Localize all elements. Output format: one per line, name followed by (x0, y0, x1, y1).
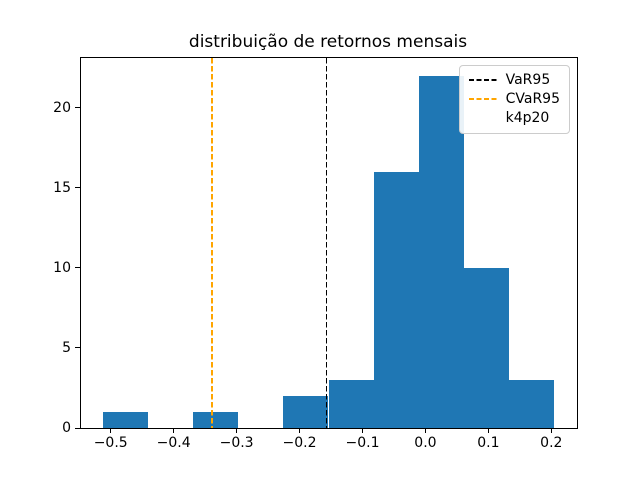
chart-title: distribuição de retornos mensais (188, 32, 468, 52)
x-tick-mark (236, 428, 238, 433)
y-tick-label: 15 (53, 179, 71, 196)
legend-entry: CVaR95 (468, 90, 560, 109)
y-tick-mark (75, 347, 80, 349)
histogram-bar (508, 379, 554, 428)
y-tick-label: 0 (62, 420, 71, 436)
legend-label: k4p20 (505, 110, 550, 126)
x-tick-mark (173, 428, 175, 433)
y-tick-label: 10 (53, 259, 71, 276)
x-tick-label: 0.1 (477, 435, 500, 451)
x-tick-label: −0.4 (156, 435, 191, 451)
var95-line (325, 58, 328, 428)
x-tick-mark (110, 428, 112, 433)
x-tick-label: −0.5 (93, 435, 128, 451)
legend-entry: k4p20 (469, 109, 560, 128)
x-tick-label: 0.0 (414, 435, 437, 451)
x-tick-mark (299, 428, 301, 433)
histogram-bar (418, 75, 464, 428)
legend-entry: VaR95 (468, 71, 560, 90)
x-tick-label: −0.1 (345, 435, 380, 451)
dashed-line-icon (468, 79, 497, 81)
histogram-bar (193, 411, 239, 428)
legend-label: CVaR95 (505, 91, 560, 107)
y-tick-mark (75, 187, 80, 189)
histogram-bar (463, 267, 509, 428)
y-tick-label: 20 (53, 99, 71, 116)
x-tick-mark (550, 428, 552, 433)
legend-label: VaR95 (505, 72, 551, 88)
y-tick-mark (75, 107, 80, 109)
x-tick-label: 0.2 (540, 435, 563, 451)
histogram-bar (103, 411, 149, 428)
histogram-bar (328, 379, 374, 428)
y-tick-label: 5 (62, 339, 71, 356)
y-tick-mark (75, 267, 80, 269)
cvar95-line (211, 58, 213, 428)
legend: VaR95 CVaR95 k4p20 (458, 64, 570, 134)
x-tick-label: −0.2 (282, 435, 317, 451)
x-tick-mark (424, 428, 426, 433)
y-tick-mark (75, 427, 80, 429)
histogram-bar (283, 395, 329, 428)
dashed-line-icon (468, 98, 497, 100)
legend-handle-empty (469, 117, 497, 119)
x-tick-label: −0.3 (219, 435, 254, 451)
histogram-bar (373, 171, 419, 428)
x-tick-mark (361, 428, 363, 433)
x-tick-mark (487, 428, 489, 433)
